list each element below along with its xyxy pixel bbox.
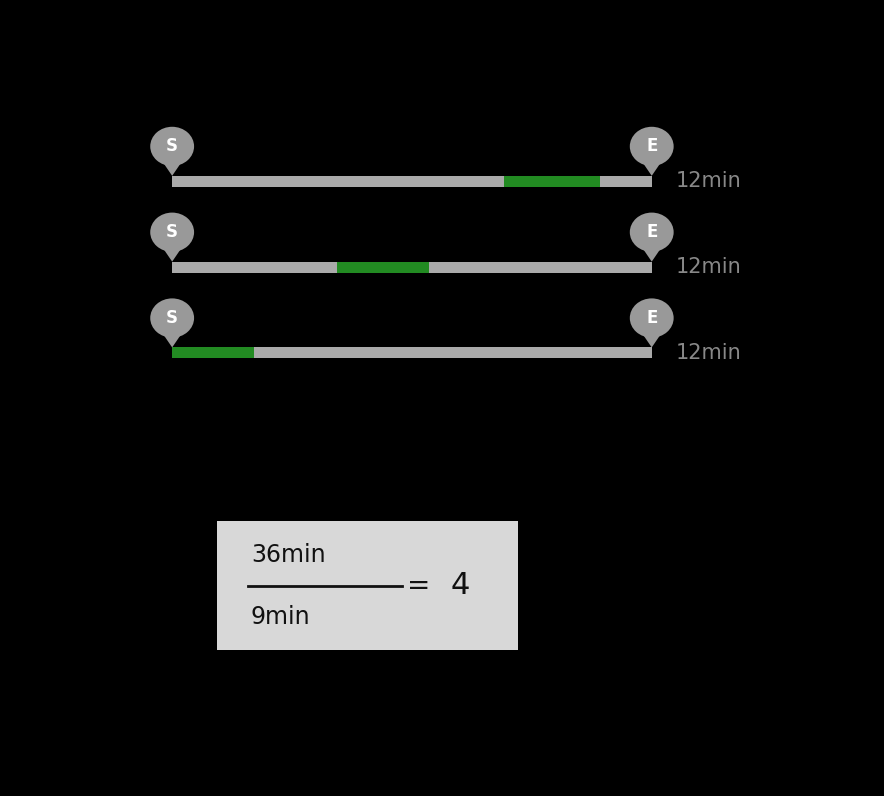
Text: S: S [166, 309, 179, 327]
Ellipse shape [629, 298, 674, 338]
Polygon shape [640, 330, 664, 347]
Polygon shape [160, 330, 184, 347]
Text: 36min: 36min [251, 543, 325, 568]
Text: =: = [408, 572, 431, 600]
FancyBboxPatch shape [217, 521, 518, 650]
FancyBboxPatch shape [172, 347, 255, 358]
FancyBboxPatch shape [172, 262, 652, 273]
Text: 12min: 12min [675, 257, 742, 277]
Text: 12min: 12min [675, 343, 742, 363]
Text: 9min: 9min [251, 604, 310, 629]
Text: E: E [646, 223, 658, 241]
FancyBboxPatch shape [337, 262, 429, 273]
Text: E: E [646, 138, 658, 155]
FancyBboxPatch shape [172, 347, 652, 358]
Polygon shape [640, 244, 664, 262]
Ellipse shape [629, 127, 674, 166]
Ellipse shape [150, 127, 194, 166]
Text: E: E [646, 309, 658, 327]
Polygon shape [160, 158, 184, 176]
Ellipse shape [150, 298, 194, 338]
FancyBboxPatch shape [172, 176, 652, 187]
Text: S: S [166, 138, 179, 155]
Text: S: S [166, 223, 179, 241]
Polygon shape [640, 158, 664, 176]
Ellipse shape [629, 213, 674, 252]
FancyBboxPatch shape [505, 176, 600, 187]
Text: 12min: 12min [675, 171, 742, 191]
Ellipse shape [150, 213, 194, 252]
Polygon shape [160, 244, 184, 262]
Text: 4: 4 [450, 572, 469, 600]
